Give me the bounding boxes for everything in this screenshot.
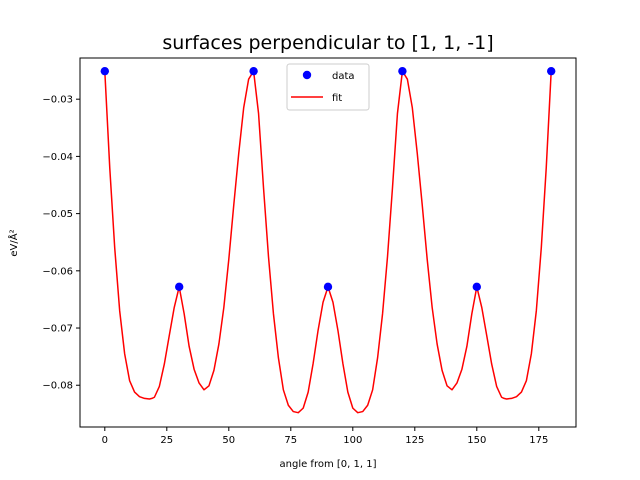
plot-area <box>100 66 556 414</box>
x-tick-label: 150 <box>467 435 486 446</box>
data-point <box>249 66 258 76</box>
data-point <box>175 282 184 292</box>
y-tick-label: −0.08 <box>42 381 73 392</box>
legend-label-fit: fit <box>332 93 342 104</box>
axes: 0 25 50 75 100 125 150 175 −0.03 −0.04 −0.05 −0.06 −… <box>42 57 577 446</box>
x-tick-label: 0 <box>102 435 108 446</box>
y-tick-label: −0.03 <box>42 95 73 106</box>
x-tick-label: 25 <box>160 435 173 446</box>
data-point <box>323 282 333 292</box>
y-axis-label: eV/Å² <box>7 229 20 256</box>
legend: data fit <box>286 63 370 111</box>
legend-box <box>286 63 370 111</box>
x-tick-label: 50 <box>222 435 235 446</box>
legend-label-data: data <box>332 71 355 82</box>
y-tick-label: −0.05 <box>42 209 73 220</box>
x-tick-label: 100 <box>343 435 362 446</box>
data-point <box>100 66 110 76</box>
legend-marker-data <box>302 70 312 80</box>
data-point <box>472 282 481 292</box>
y-tick-label: −0.04 <box>42 152 73 163</box>
y-tick-label: −0.06 <box>42 266 73 277</box>
data-point <box>547 66 556 76</box>
data-point <box>398 66 407 76</box>
axes-frame <box>79 57 577 428</box>
chart-title: surfaces perpendicular to [1, 1, -1] <box>162 32 493 54</box>
x-axis-label: angle from [0, 1, 1] <box>280 459 377 470</box>
x-tick-label: 175 <box>529 435 548 446</box>
x-tick-label: 75 <box>284 435 297 446</box>
y-tick-label: −0.07 <box>42 324 73 335</box>
x-tick-label: 125 <box>405 435 424 446</box>
